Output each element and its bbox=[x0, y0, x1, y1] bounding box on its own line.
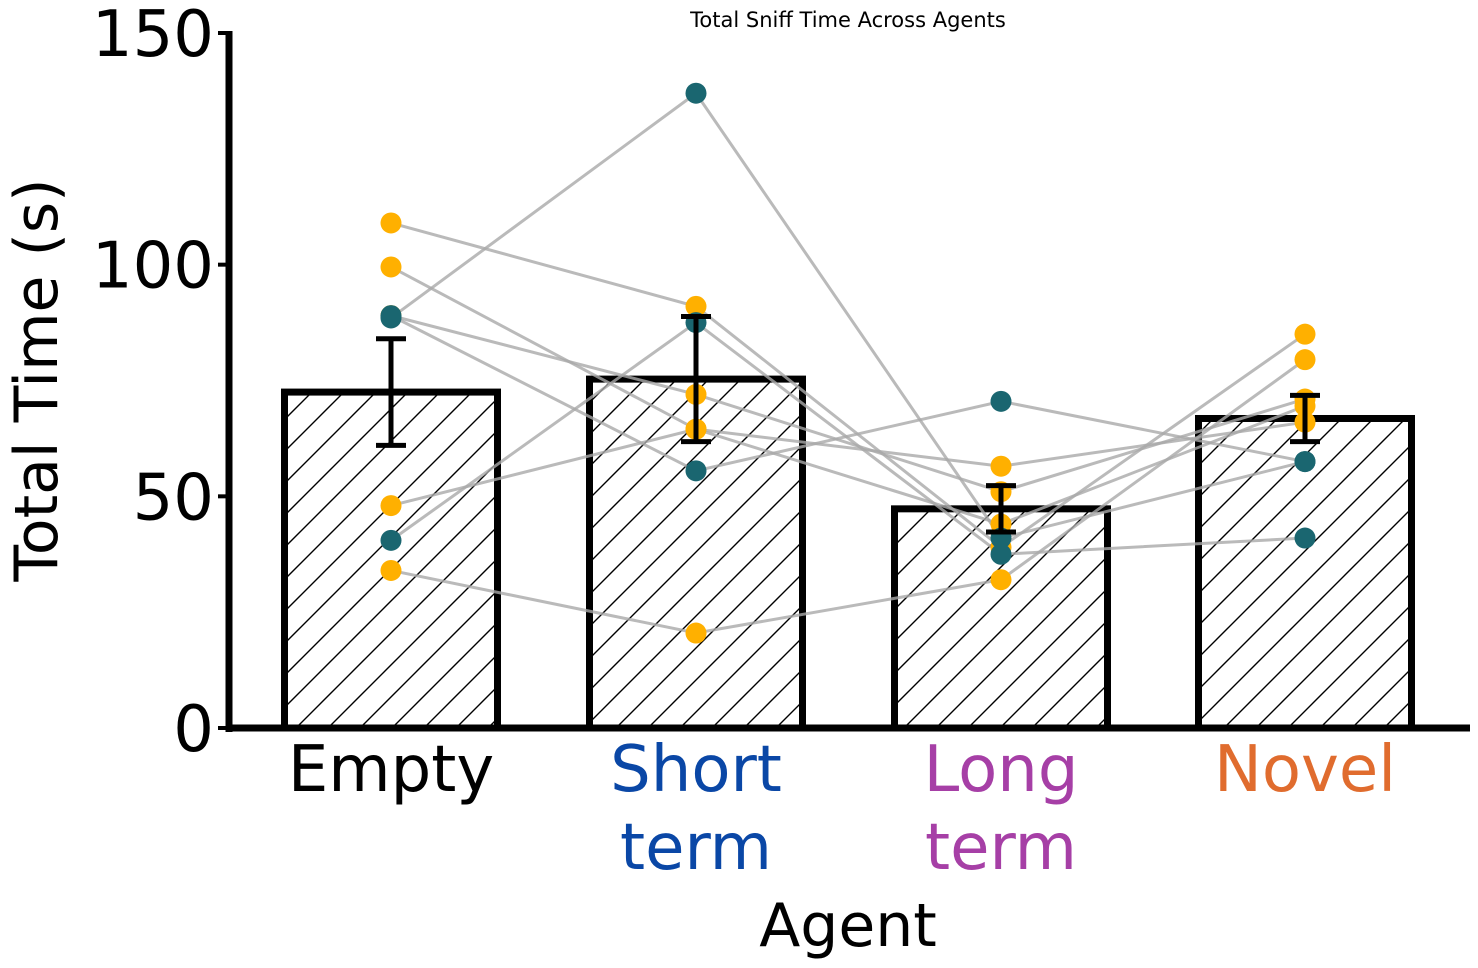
subject-line-5 bbox=[390, 91, 1306, 540]
y-tick-label-0: 0 bbox=[173, 693, 214, 767]
subject-point-7-3 bbox=[1294, 451, 1316, 473]
y-ticks: 0 50 100 150 bbox=[92, 0, 229, 767]
subject-line-1 bbox=[390, 265, 1306, 526]
x-tick-label-1-0: Short bbox=[610, 733, 782, 807]
subject-point-4-2 bbox=[990, 569, 1012, 591]
subject-point-1-0 bbox=[380, 256, 402, 278]
subject-line-6 bbox=[390, 320, 1306, 556]
subject-point-6-2 bbox=[990, 543, 1012, 565]
x-tick-label-3-0: Novel bbox=[1214, 733, 1396, 807]
x-tick-label-2-1: term bbox=[925, 811, 1077, 885]
subject-point-0-3 bbox=[1294, 323, 1316, 345]
y-tick-label-2: 100 bbox=[92, 230, 214, 304]
subject-line-2 bbox=[390, 314, 1306, 494]
y-tick-label-3: 150 bbox=[92, 0, 214, 72]
subject-point-6-0 bbox=[380, 529, 402, 551]
bar-3 bbox=[1195, 414, 1415, 732]
subject-line-4 bbox=[390, 358, 1306, 635]
y-tick-label-1: 50 bbox=[133, 461, 214, 535]
subject-line-3 bbox=[390, 420, 1306, 508]
x-tick-label-2-0: Long bbox=[924, 733, 1079, 807]
y-axis-label: Total Time (s) bbox=[2, 178, 72, 582]
x-axis-label: Agent bbox=[759, 891, 937, 961]
subject-point-3-2 bbox=[990, 455, 1012, 477]
x-tick-label-0-0: Empty bbox=[288, 733, 494, 807]
subject-lines bbox=[390, 91, 1306, 635]
subject-point-4-3 bbox=[1294, 349, 1316, 371]
subject-point-7-2 bbox=[990, 390, 1012, 412]
subject-point-6-3 bbox=[1294, 527, 1316, 549]
subject-point-4-0 bbox=[380, 559, 402, 581]
subject-line-7 bbox=[390, 314, 1306, 473]
subject-line-0 bbox=[390, 221, 1306, 550]
x-tick-label-1-1: term bbox=[620, 811, 772, 885]
subject-point-5-1 bbox=[685, 82, 707, 104]
subject-point-7-0 bbox=[380, 305, 402, 327]
subject-points bbox=[380, 82, 1316, 644]
chart-title: Total Sniff Time Across Agents bbox=[689, 8, 1006, 32]
subject-point-0-0 bbox=[380, 212, 402, 234]
subject-point-0-1 bbox=[685, 295, 707, 317]
subject-point-7-1 bbox=[685, 460, 707, 482]
error-bars bbox=[376, 314, 1320, 535]
subject-point-4-1 bbox=[685, 622, 707, 644]
subject-point-3-0 bbox=[380, 495, 402, 517]
